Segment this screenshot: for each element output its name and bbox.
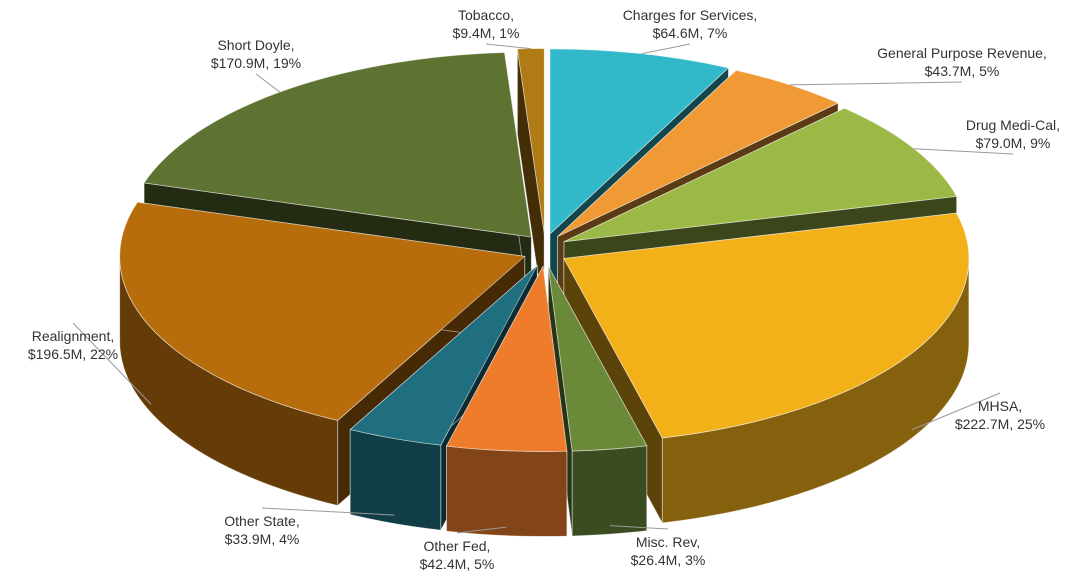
slice-drug-medi-cal[interactable] [563,107,958,243]
slice-rim-misc-rev-0 [571,445,648,537]
leader-line-tobacco [485,43,531,50]
leader-line-general-purpose-revenue [789,81,963,86]
slice-value-label-charges-for-services: $64.6M, 7% [653,25,728,41]
slice-mhsa[interactable] [563,212,970,439]
leader-line-drug-medi-cal [914,148,1014,155]
slice-value-label-mhsa: $222.7M, 25% [955,416,1045,432]
slice-general-purpose-revenue[interactable] [557,69,840,237]
slice-label-short-doyle: Short Doyle, [217,37,294,53]
slice-value-label-drug-medi-cal: $79.0M, 9% [976,135,1051,151]
leader-line-other-fed [456,526,507,534]
slice-label-other-state: Other State, [224,513,299,529]
slice-value-label-misc-rev: $26.4M, 3% [631,552,706,568]
slice-label-realignment: Realignment, [32,328,115,344]
slice-value-label-realignment: $196.5M, 22% [28,346,118,362]
slice-top-layer [119,48,970,452]
slice-rim-other-fed-0 [446,445,568,537]
leader-line-mhsa [911,392,1001,431]
leader-lines [72,43,1014,534]
slice-misc-rev[interactable] [547,266,648,452]
slice-charges-for-services[interactable] [549,48,730,235]
leader-line-short-doyle [255,73,281,93]
slice-rim-other-state-0 [349,429,442,531]
slice-labels: Charges for Services, $64.6M, 7% General P… [28,7,1060,572]
slice-value-label-short-doyle: $170.9M, 19% [211,55,301,71]
slice-other-state[interactable] [349,265,538,446]
slice-label-charges-for-services: Charges for Services, [623,7,758,23]
leader-line-other-state [261,507,395,516]
leader-line-charges-for-services [641,43,691,55]
slice-value-label-general-purpose-revenue: $43.7M, 5% [925,63,1000,79]
slice-label-mhsa: MHSA, [978,398,1022,414]
slice-realignment[interactable] [119,201,526,421]
slice-label-tobacco: Tobacco, [458,7,514,23]
slice-label-drug-medi-cal: Drug Medi-Cal, [966,117,1060,133]
slice-label-other-fed: Other Fed, [424,538,491,554]
slice-value-label-tobacco: $9.4M, 1% [453,25,520,41]
slice-other-fed[interactable] [445,265,568,452]
slice-tobacco[interactable] [516,48,545,234]
leader-line-realignment [72,322,152,405]
leader-line-misc-rev [609,525,669,530]
slice-label-general-purpose-revenue: General Purpose Revenue, [877,45,1047,61]
slice-value-label-other-state: $33.9M, 4% [225,531,300,547]
slice-value-label-other-fed: $42.4M, 5% [420,556,495,572]
slice-label-misc-rev: Misc. Rev, [636,534,700,550]
